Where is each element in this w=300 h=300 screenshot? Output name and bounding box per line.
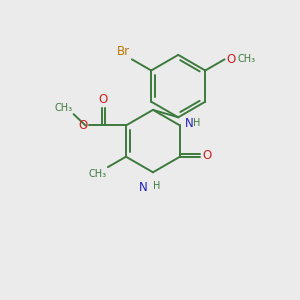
Text: O: O <box>226 53 235 66</box>
Text: O: O <box>202 149 211 162</box>
Text: H: H <box>193 118 200 128</box>
Text: H: H <box>153 181 160 190</box>
Text: N: N <box>139 181 148 194</box>
Text: CH₃: CH₃ <box>88 169 106 178</box>
Text: O: O <box>78 119 88 132</box>
Text: O: O <box>98 94 108 106</box>
Text: CH₃: CH₃ <box>54 103 72 113</box>
Text: CH₃: CH₃ <box>237 54 255 64</box>
Text: N: N <box>184 117 193 130</box>
Text: Br: Br <box>117 45 130 58</box>
